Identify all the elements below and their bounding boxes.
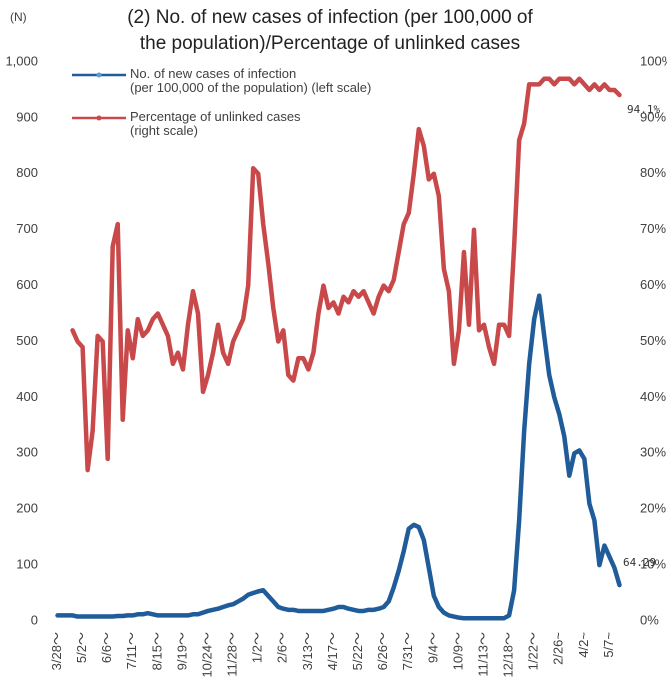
y2-tick-label: 100% (640, 53, 667, 68)
legend-marker (96, 72, 102, 78)
x-tick-label: 2/6～ (275, 632, 290, 663)
y-tick-label: 100 (16, 557, 38, 572)
legend-label: No. of new cases of infection (per 100,00… (130, 66, 371, 95)
x-tick-label: 5/22～ (350, 632, 365, 670)
y2-tick-label: 0% (640, 612, 659, 627)
y-tick-label: 600 (16, 277, 38, 292)
x-tick-label: 8/15～ (149, 632, 164, 670)
chart-title: (2) No. of new cases of infection (per 1… (127, 7, 533, 54)
y-tick-label: 300 (16, 445, 38, 460)
data-label: 94.1% (627, 103, 660, 116)
x-tick-label: 6/6～ (99, 632, 114, 663)
y-tick-label: 800 (16, 165, 38, 180)
x-tick-label: 9/19～ (174, 632, 189, 670)
x-tick-label: 4/17～ (325, 632, 340, 670)
x-tick-label: 4/2~ (576, 632, 591, 658)
y2-tick-label: 20% (640, 501, 666, 516)
legend-label: Percentage of unlinked cases (right scale… (130, 109, 301, 138)
y2-tick-label: 40% (640, 389, 666, 404)
y2-tick-label: 50% (640, 333, 666, 348)
y-tick-label: 1,000 (5, 53, 38, 68)
series-line (70, 76, 622, 473)
x-tick-label: 11/13～ (475, 632, 490, 677)
x-tick-label: 3/28～ (49, 632, 64, 670)
x-tick-label: 6/26～ (375, 632, 390, 670)
data-label: 64.29 (623, 556, 656, 569)
series-line (55, 293, 622, 621)
x-tick-label: 2/26~ (551, 632, 566, 665)
legend-marker (96, 115, 102, 121)
x-tick-label: 7/31～ (400, 632, 415, 670)
y-tick-label: 500 (16, 333, 38, 348)
x-tick-label: 3/13～ (300, 632, 315, 670)
y2-tick-label: 60% (640, 277, 666, 292)
y2-tick-label: 30% (640, 445, 666, 460)
y2-tick-label: 90% (640, 109, 666, 124)
y-tick-label: 0 (31, 612, 38, 627)
x-tick-label: 9/4～ (425, 632, 440, 663)
x-tick-label: 11/28～ (225, 632, 240, 677)
y-axis-label: (N) (10, 10, 27, 24)
y-tick-label: 700 (16, 221, 38, 236)
x-tick-label: 5/2～ (74, 632, 89, 663)
x-tick-label: 1/2～ (250, 632, 265, 663)
x-tick-label: 5/7~ (601, 632, 616, 658)
y-tick-label: 200 (16, 501, 38, 516)
y2-tick-label: 10% (640, 557, 666, 572)
y-tick-label: 900 (16, 109, 38, 124)
x-tick-label: 7/11～ (124, 632, 139, 669)
x-tick-label: 10/9～ (450, 632, 465, 670)
x-tick-label: 10/24～ (199, 632, 214, 678)
x-tick-label: 1/22～ (526, 632, 541, 670)
x-tick-label: 12/18～ (501, 632, 516, 678)
y2-tick-label: 70% (640, 221, 666, 236)
y2-tick-label: 80% (640, 165, 666, 180)
y-tick-label: 400 (16, 389, 38, 404)
